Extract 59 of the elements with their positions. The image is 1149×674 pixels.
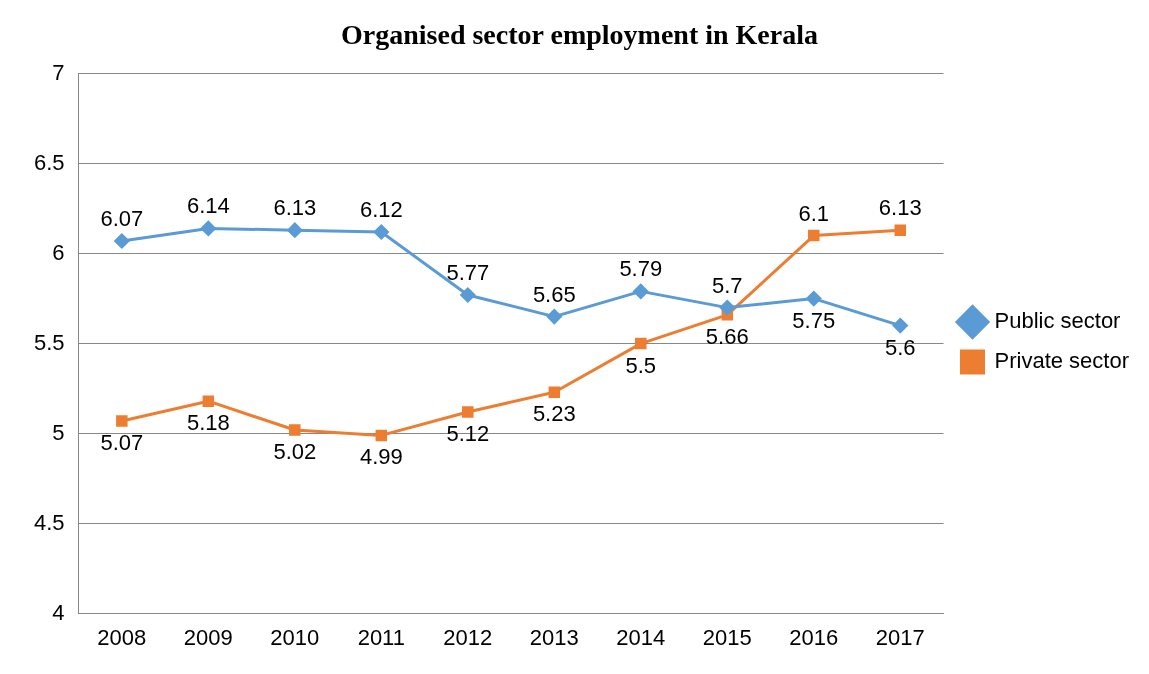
point bbox=[287, 222, 303, 238]
point bbox=[808, 229, 820, 242]
data-label: 6.12 bbox=[359, 197, 403, 223]
x-tick-label: 2017 bbox=[875, 624, 925, 650]
point bbox=[116, 415, 128, 427]
data-label: 5.18 bbox=[186, 410, 230, 436]
x-tick-label: 2011 bbox=[357, 624, 405, 650]
data-label: 6.13 bbox=[273, 195, 317, 221]
data-label: 5.5 bbox=[625, 352, 657, 378]
data-label: 5.75 bbox=[792, 307, 836, 333]
point bbox=[806, 291, 822, 307]
data-label: 6.07 bbox=[100, 206, 144, 232]
data-label: 6.13 bbox=[878, 195, 922, 221]
x-tick-label: 2016 bbox=[789, 624, 839, 650]
data-label: 5.77 bbox=[446, 260, 490, 286]
data-label: 6.14 bbox=[186, 193, 230, 219]
x-tick-label: 2009 bbox=[183, 624, 233, 650]
point bbox=[548, 386, 561, 398]
y-tick-label: 5 bbox=[52, 419, 65, 445]
point bbox=[373, 224, 389, 240]
point bbox=[546, 309, 562, 325]
x-tick-label: 2014 bbox=[616, 624, 666, 650]
data-label: 5.07 bbox=[100, 430, 144, 456]
point bbox=[635, 337, 647, 350]
legend-label: Public sector bbox=[994, 308, 1121, 334]
data-label: 5.6 bbox=[884, 334, 916, 360]
y-tick-label: 4 bbox=[52, 599, 65, 625]
point bbox=[892, 318, 908, 334]
chart-title: Organised sector employment in Kerala bbox=[341, 19, 818, 51]
x-tick-label: 2012 bbox=[443, 624, 493, 650]
y-tick-label: 5.5 bbox=[33, 329, 65, 355]
data-label: 5.79 bbox=[619, 256, 663, 282]
point bbox=[114, 233, 130, 249]
data-label: 4.99 bbox=[359, 444, 403, 470]
y-tick-label: 6 bbox=[52, 239, 65, 265]
point bbox=[289, 424, 301, 436]
data-label: 5.23 bbox=[532, 401, 576, 427]
x-tick-label: 2013 bbox=[529, 624, 579, 650]
data-label: 5.65 bbox=[532, 281, 576, 307]
x-tick-label: 2015 bbox=[702, 624, 752, 650]
x-tick-label: 2008 bbox=[97, 624, 147, 650]
data-label: 5.12 bbox=[446, 421, 490, 447]
data-label: 6.1 bbox=[798, 200, 830, 226]
data-label: 5.02 bbox=[273, 439, 317, 465]
point bbox=[894, 224, 906, 236]
point bbox=[462, 406, 474, 418]
data-label: 5.66 bbox=[705, 323, 749, 349]
point bbox=[200, 220, 216, 236]
x-tick-label: 2010 bbox=[270, 624, 320, 650]
point bbox=[719, 300, 735, 316]
y-tick-label: 6.5 bbox=[33, 149, 65, 175]
point bbox=[202, 395, 215, 407]
point bbox=[633, 283, 649, 299]
legend-label: Private sector bbox=[994, 348, 1130, 374]
point bbox=[460, 287, 476, 303]
y-tick-label: 4.5 bbox=[33, 509, 65, 535]
point bbox=[375, 429, 388, 442]
data-label: 5.7 bbox=[711, 272, 743, 298]
y-tick-label: 7 bbox=[52, 59, 65, 85]
